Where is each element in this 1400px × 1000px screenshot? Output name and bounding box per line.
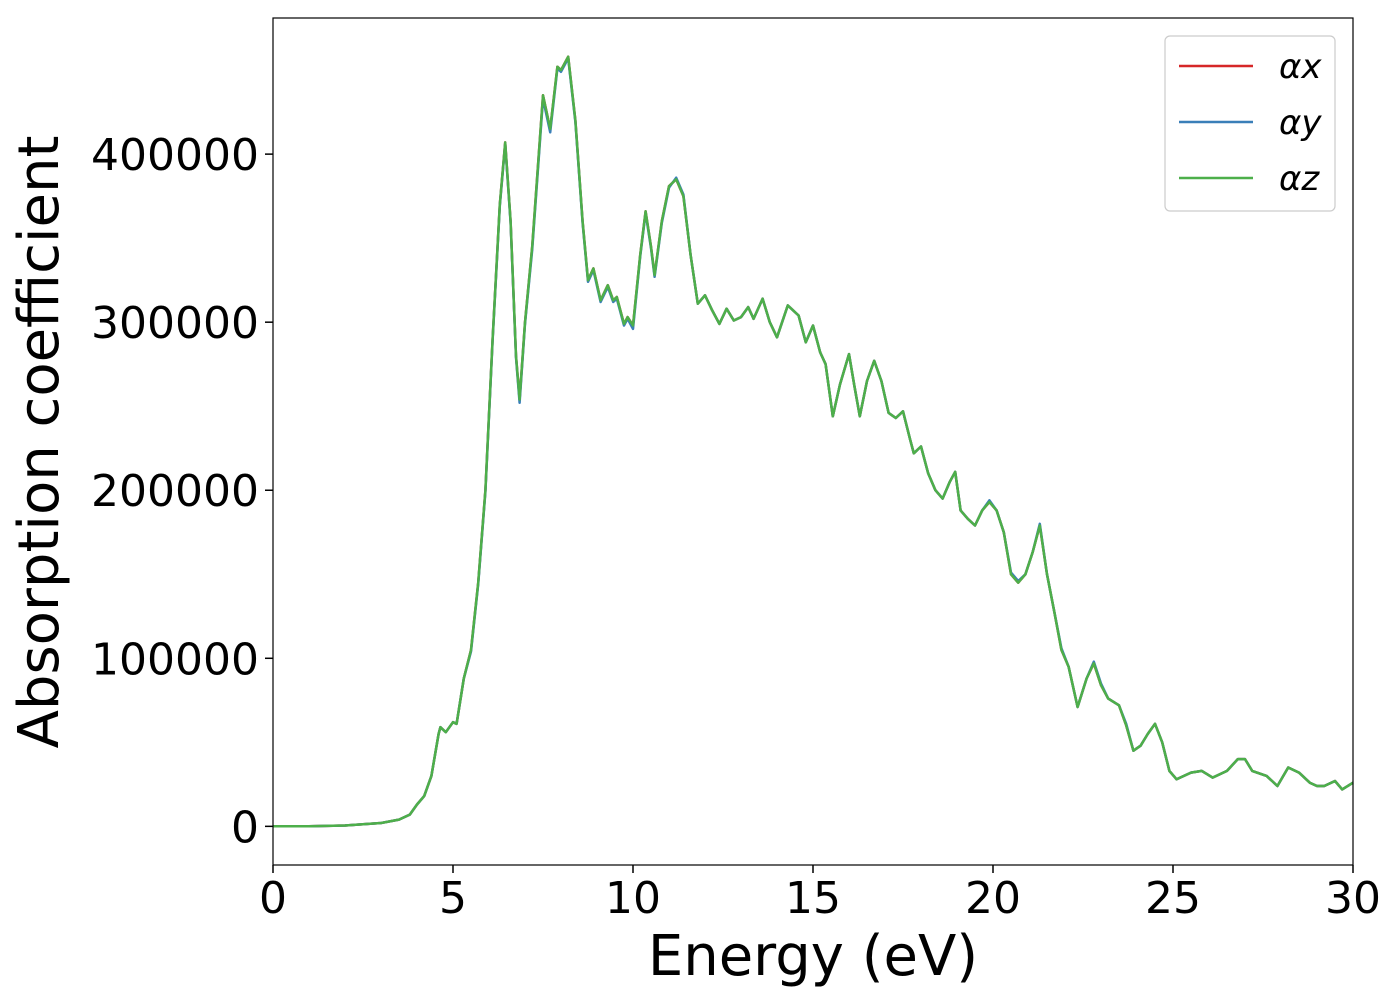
x-axis-label: Energy (eV) — [648, 924, 978, 989]
y-tick-label: 0 — [231, 802, 259, 853]
y-tick-label: 300000 — [91, 298, 259, 349]
x-tick-label: 25 — [1145, 873, 1201, 924]
y-tick-label: 100000 — [91, 634, 259, 685]
x-tick-label: 20 — [965, 873, 1021, 924]
y-tick-label: 200000 — [91, 466, 259, 517]
legend-label: αz — [1279, 159, 1320, 199]
x-tick-label: 30 — [1325, 873, 1381, 924]
data-line — [273, 55, 1354, 828]
x-tick-label: 15 — [785, 873, 841, 924]
legend-label: αy — [1279, 103, 1322, 143]
plot-frame — [272, 17, 1354, 866]
x-tick-label: 5 — [439, 873, 467, 924]
x-tick-label: 0 — [259, 873, 287, 924]
y-axis-label: Absorption coefficient — [7, 136, 72, 749]
x-tick-label: 10 — [605, 873, 661, 924]
legend-label: αx — [1279, 47, 1322, 87]
legend-box — [1164, 35, 1336, 212]
y-tick-label: 400000 — [91, 130, 259, 181]
